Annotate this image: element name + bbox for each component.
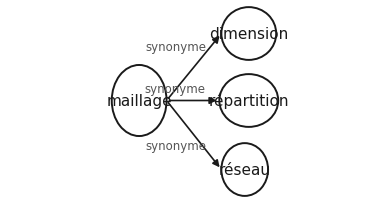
Text: synonyme: synonyme	[144, 82, 205, 95]
Text: dimension: dimension	[209, 27, 289, 42]
Text: synonyme: synonyme	[145, 41, 206, 54]
Ellipse shape	[220, 75, 278, 127]
Text: maillage: maillage	[106, 94, 172, 108]
Ellipse shape	[221, 143, 268, 196]
Text: synonyme: synonyme	[145, 139, 206, 152]
Text: réseau: réseau	[219, 162, 271, 177]
Ellipse shape	[221, 8, 276, 61]
Text: répartition: répartition	[209, 93, 289, 109]
Ellipse shape	[112, 66, 167, 136]
